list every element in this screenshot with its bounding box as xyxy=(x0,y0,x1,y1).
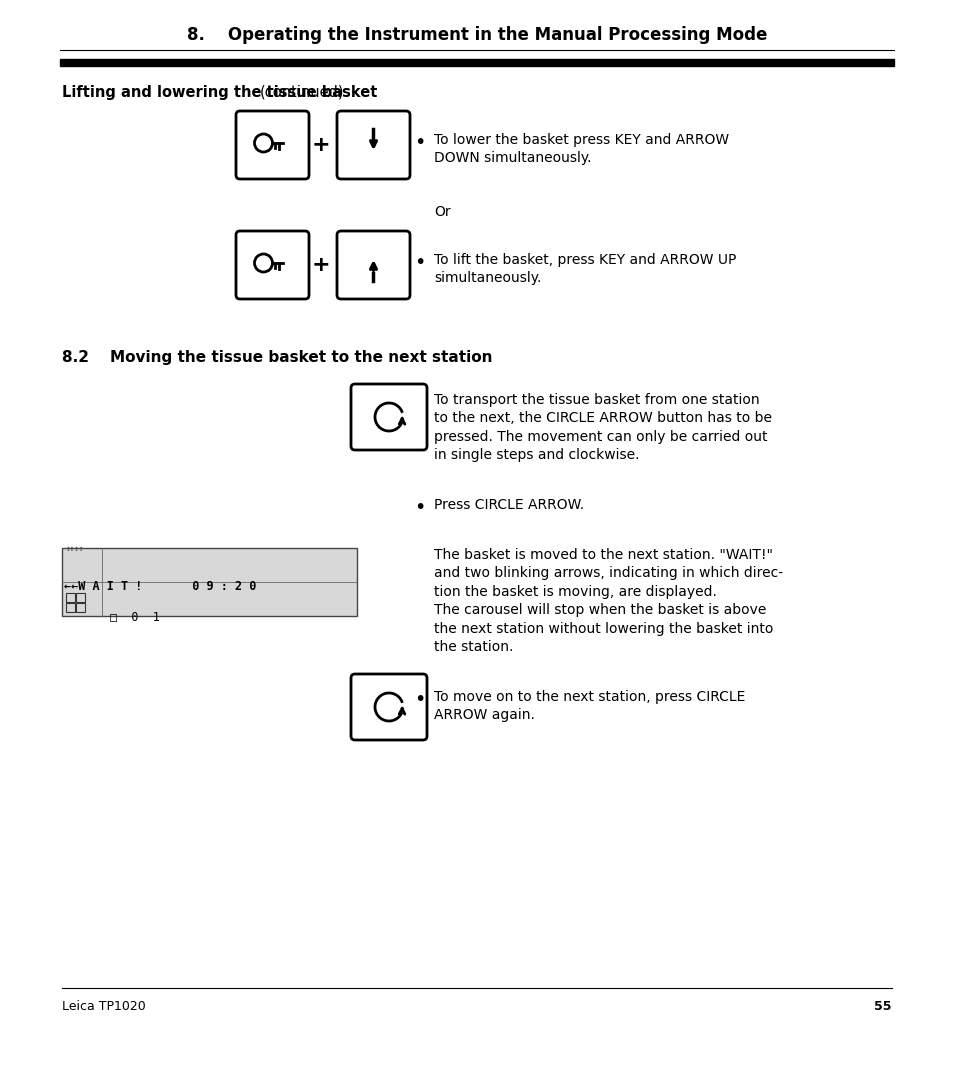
Text: To lift the basket, press KEY and ARROW UP
simultaneously.: To lift the basket, press KEY and ARROW … xyxy=(434,253,736,285)
FancyBboxPatch shape xyxy=(336,111,410,179)
Text: To move on to the next station, press CIRCLE
ARROW again.: To move on to the next station, press CI… xyxy=(434,690,744,723)
Text: ←←W A I T !       0 9 : 2 0: ←←W A I T ! 0 9 : 2 0 xyxy=(64,580,256,593)
Text: +: + xyxy=(312,135,330,156)
Text: •: • xyxy=(414,133,425,152)
Text: □  0  1: □ 0 1 xyxy=(110,610,160,623)
Text: To transport the tissue basket from one station
to the next, the CIRCLE ARROW bu: To transport the tissue basket from one … xyxy=(434,393,771,462)
Text: ↕↕↕↕: ↕↕↕↕ xyxy=(66,546,85,552)
FancyBboxPatch shape xyxy=(351,384,427,450)
Bar xyxy=(76,603,85,612)
Text: Or: Or xyxy=(434,205,450,219)
Bar xyxy=(76,593,85,602)
Text: 8.2    Moving the tissue basket to the next station: 8.2 Moving the tissue basket to the next… xyxy=(62,350,492,365)
FancyBboxPatch shape xyxy=(235,111,309,179)
Text: The basket is moved to the next station. "WAIT!"
and two blinking arrows, indica: The basket is moved to the next station.… xyxy=(434,548,782,654)
FancyBboxPatch shape xyxy=(351,674,427,740)
Text: Lifting and lowering the tissue basket: Lifting and lowering the tissue basket xyxy=(62,84,377,99)
Text: •: • xyxy=(414,690,425,708)
Text: Leica TP1020: Leica TP1020 xyxy=(62,1000,146,1013)
Bar xyxy=(66,603,75,612)
FancyBboxPatch shape xyxy=(336,231,410,299)
Bar xyxy=(60,59,893,66)
FancyBboxPatch shape xyxy=(235,231,309,299)
Text: Press CIRCLE ARROW.: Press CIRCLE ARROW. xyxy=(434,498,583,512)
Text: To lower the basket press KEY and ARROW
DOWN simultaneously.: To lower the basket press KEY and ARROW … xyxy=(434,133,728,165)
Bar xyxy=(66,593,75,602)
Bar xyxy=(62,548,356,616)
Text: 8.    Operating the Instrument in the Manual Processing Mode: 8. Operating the Instrument in the Manua… xyxy=(187,26,766,44)
Text: +: + xyxy=(312,255,330,275)
Text: •: • xyxy=(414,498,425,517)
Text: 55: 55 xyxy=(874,1000,891,1013)
Text: •: • xyxy=(414,253,425,272)
Text: (continued): (continued) xyxy=(260,84,344,99)
